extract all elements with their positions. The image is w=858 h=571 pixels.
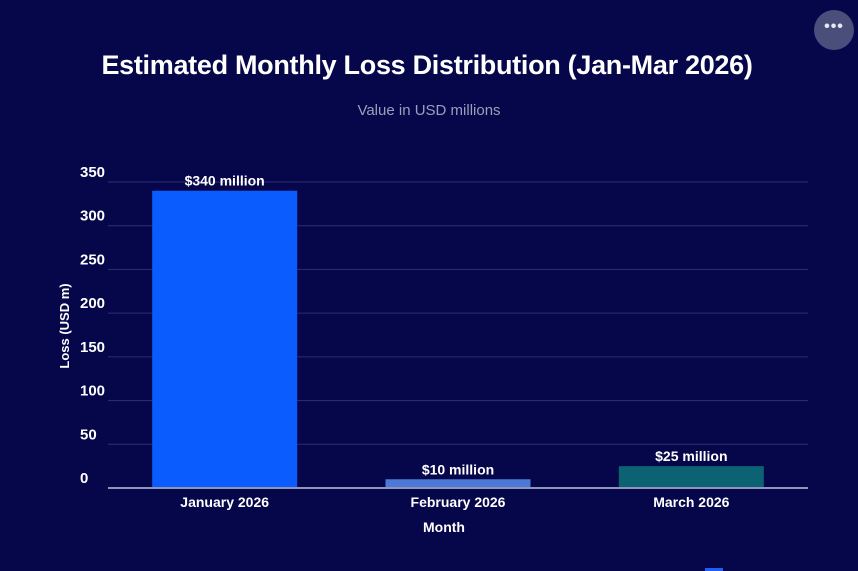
chart-menu-button[interactable]: •••	[814, 10, 854, 50]
y-tick-label: 50	[80, 426, 97, 443]
chart-title: Estimated Monthly Loss Distribution (Jan…	[101, 50, 753, 80]
x-tick-label: March 2026	[653, 494, 729, 510]
x-tick-label: January 2026	[180, 494, 269, 510]
legend-swatch	[705, 568, 723, 571]
data-label: $10 million	[422, 461, 494, 477]
y-tick-label: 300	[80, 208, 105, 225]
chart-subtitle: Value in USD millions	[357, 102, 501, 119]
bar[interactable]	[385, 479, 531, 488]
y-tick-label: 250	[80, 251, 105, 268]
x-tick-label: February 2026	[411, 494, 506, 510]
data-label: $25 million	[655, 448, 727, 464]
bars	[152, 190, 764, 488]
y-tick-label: 350	[80, 164, 105, 181]
data-label: $340 million	[185, 173, 265, 189]
y-tick-label: 100	[80, 383, 105, 400]
more-horizontal-icon: •••	[824, 18, 844, 35]
y-tick-label: 200	[80, 295, 105, 312]
bar[interactable]	[618, 466, 764, 488]
bar[interactable]	[152, 190, 298, 488]
x-axis-ticks: January 2026 February 2026 March 2026	[180, 494, 729, 510]
data-labels: $340 million $10 million $25 million	[185, 173, 728, 478]
y-tick-label: 0	[80, 470, 88, 487]
y-axis-ticks: 0 50 100 150 200 250 300 350	[80, 164, 105, 487]
y-tick-label: 150	[80, 339, 105, 356]
x-axis-title: Month	[423, 519, 465, 535]
y-axis-title: Loss (USD m)	[57, 283, 72, 368]
